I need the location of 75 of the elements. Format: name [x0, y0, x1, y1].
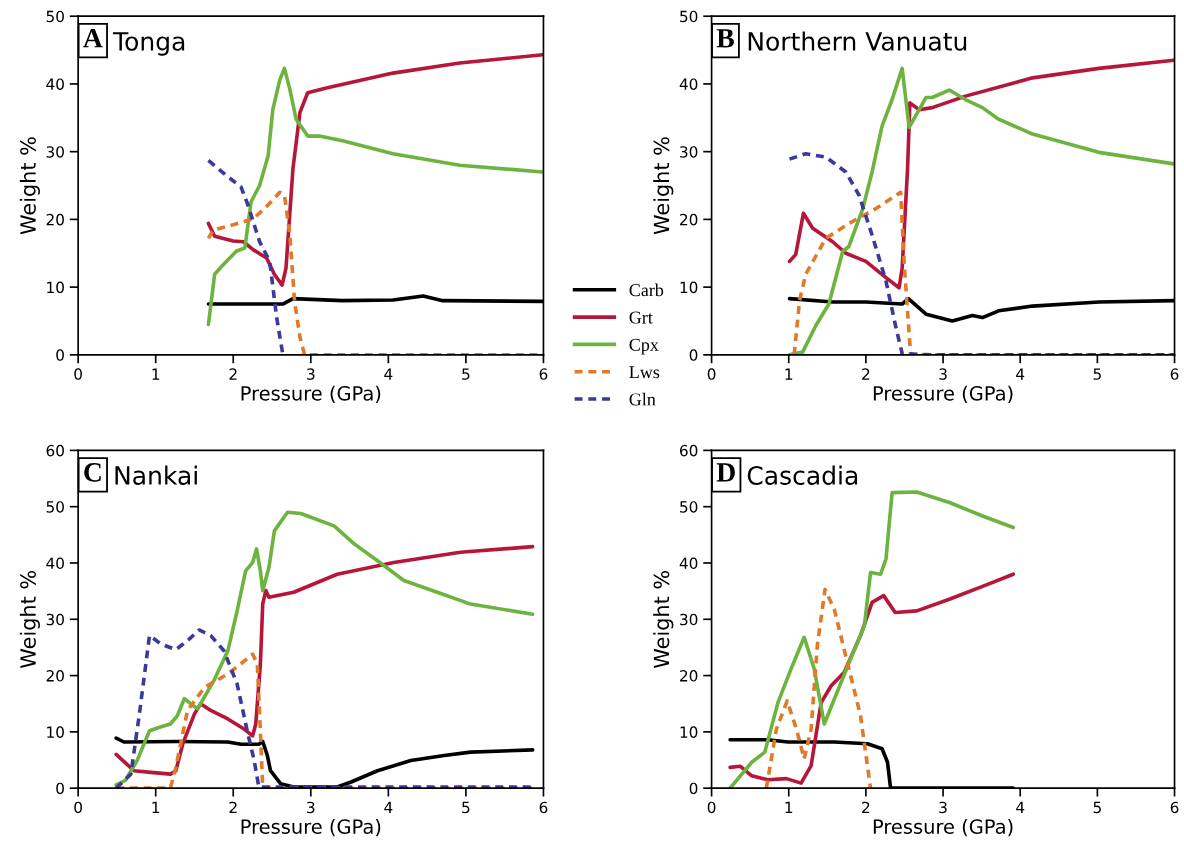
- x-axis-title: Pressure (GPa): [241, 385, 381, 403]
- y-tick-label: 60: [46, 444, 64, 457]
- x-tick-label: 0: [74, 801, 82, 814]
- y-tick-label: 20: [680, 213, 698, 226]
- x-tick-label: 1: [152, 801, 160, 813]
- x-tick-label: 4: [1016, 368, 1025, 380]
- x-tick-label: 5: [1093, 801, 1101, 814]
- x-axis-title: Pressure (GPa): [873, 818, 1013, 837]
- annotation: B: [716, 29, 734, 48]
- y-axis-title: Weight %: [19, 570, 40, 669]
- y-tick-label: 20: [680, 670, 698, 682]
- x-tick-label: 0: [74, 368, 82, 380]
- x-tick-label: 6: [539, 801, 548, 814]
- x-tick-label: 1: [152, 368, 160, 380]
- x-tick-label: 5: [462, 801, 470, 814]
- y-tick-label: 0: [56, 782, 64, 795]
- y-tick-label: 40: [679, 78, 698, 90]
- x-tick-label: 3: [939, 368, 947, 380]
- y-tick-label: 10: [47, 281, 64, 294]
- y-tick-label: 30: [680, 613, 698, 626]
- chart-title: Northern Vanuatu: [748, 31, 967, 51]
- x-tick-label: 3: [307, 801, 315, 814]
- y-axis-title: Weight %: [19, 137, 40, 235]
- y-axis-title: Weight %: [653, 570, 674, 669]
- x-tick-label: 0: [707, 368, 716, 380]
- x-tick-label: 3: [939, 801, 947, 814]
- x-tick-label: 2: [229, 801, 237, 813]
- annotation: A: [83, 29, 103, 48]
- x-axis-title: Pressure (GPa): [241, 818, 381, 837]
- x-tick-label: 2: [229, 368, 237, 380]
- legend-label: Carb: [629, 283, 664, 297]
- legend-label: Cpx: [629, 338, 659, 355]
- x-tick-label: 6: [1170, 368, 1179, 380]
- legend-label: Gln: [629, 392, 656, 406]
- y-tick-label: 0: [689, 349, 698, 361]
- y-tick-label: 40: [679, 557, 698, 569]
- x-axis-title: Pressure (GPa): [873, 385, 1013, 403]
- x-tick-label: 2: [862, 801, 870, 813]
- chart-title: Nankai: [115, 465, 197, 485]
- y-tick-label: 30: [680, 146, 698, 158]
- y-tick-label: 50: [680, 501, 698, 513]
- text: Tonga: [112, 32, 185, 56]
- x-tick-label: 0: [707, 801, 716, 814]
- y-tick-label: 10: [47, 726, 64, 738]
- x-tick-label: 5: [462, 368, 470, 380]
- x-tick-label: 4: [384, 368, 393, 380]
- y-tick-label: 60: [680, 444, 698, 457]
- annotation: D: [716, 463, 735, 482]
- y-tick-label: 30: [46, 146, 64, 158]
- annotation: C: [84, 463, 101, 482]
- y-tick-label: 10: [680, 281, 698, 294]
- y-tick-label: 20: [46, 670, 64, 682]
- y-tick-label: 30: [46, 613, 64, 626]
- x-tick-label: 6: [1170, 801, 1179, 814]
- x-tick-label: 5: [1093, 368, 1101, 380]
- y-tick-label: 50: [680, 10, 698, 23]
- x-tick-label: 1: [785, 801, 793, 813]
- y-tick-label: 50: [46, 501, 64, 513]
- y-tick-label: 40: [46, 557, 64, 569]
- y-tick-label: 0: [689, 782, 698, 795]
- x-tick-label: 1: [785, 368, 793, 380]
- y-tick-label: 0: [56, 349, 64, 361]
- y-axis-title: Weight %: [653, 137, 674, 235]
- y-tick-label: 20: [46, 213, 64, 226]
- y-tick-label: 50: [46, 10, 64, 23]
- x-tick-label: 4: [1016, 801, 1025, 813]
- y-tick-label: 40: [46, 78, 64, 90]
- x-tick-label: 2: [862, 368, 870, 380]
- x-tick-label: 4: [384, 801, 393, 813]
- legend-label: Grt: [629, 311, 653, 324]
- y-tick-label: 10: [680, 726, 698, 738]
- chart-title: Cascadia: [747, 465, 858, 485]
- x-tick-label: 6: [539, 368, 548, 380]
- legend-label: Lws: [629, 366, 660, 379]
- x-tick-label: 3: [307, 368, 315, 380]
